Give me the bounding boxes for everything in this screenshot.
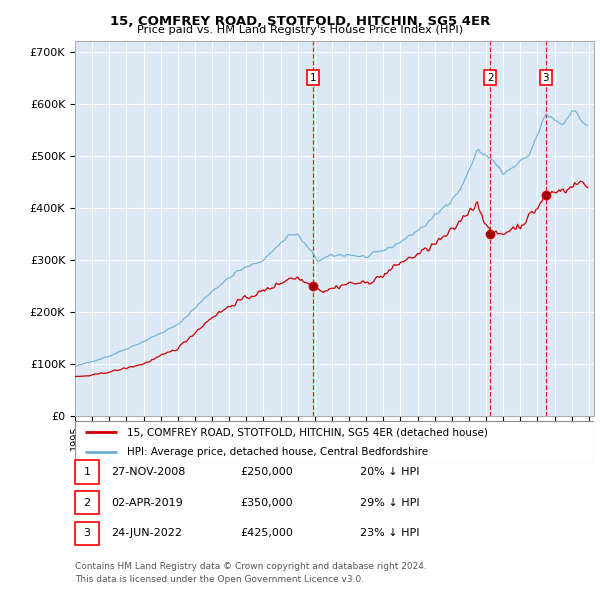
Text: £250,000: £250,000: [240, 467, 293, 477]
Text: 20% ↓ HPI: 20% ↓ HPI: [360, 467, 419, 477]
Text: This data is licensed under the Open Government Licence v3.0.: This data is licensed under the Open Gov…: [75, 575, 364, 584]
Text: 15, COMFREY ROAD, STOTFOLD, HITCHIN, SG5 4ER: 15, COMFREY ROAD, STOTFOLD, HITCHIN, SG5…: [110, 15, 490, 28]
Text: 15, COMFREY ROAD, STOTFOLD, HITCHIN, SG5 4ER (detached house): 15, COMFREY ROAD, STOTFOLD, HITCHIN, SG5…: [127, 427, 488, 437]
Text: 29% ↓ HPI: 29% ↓ HPI: [360, 498, 419, 507]
Text: 27-NOV-2008: 27-NOV-2008: [111, 467, 185, 477]
Text: 1: 1: [310, 73, 316, 83]
FancyBboxPatch shape: [75, 421, 594, 463]
Text: HPI: Average price, detached house, Central Bedfordshire: HPI: Average price, detached house, Cent…: [127, 447, 428, 457]
Text: 1: 1: [83, 467, 91, 477]
Text: 3: 3: [83, 529, 91, 538]
Text: Price paid vs. HM Land Registry's House Price Index (HPI): Price paid vs. HM Land Registry's House …: [137, 25, 463, 35]
Text: Contains HM Land Registry data © Crown copyright and database right 2024.: Contains HM Land Registry data © Crown c…: [75, 562, 427, 571]
Text: 02-APR-2019: 02-APR-2019: [111, 498, 183, 507]
Text: 3: 3: [542, 73, 549, 83]
Text: 24-JUN-2022: 24-JUN-2022: [111, 529, 182, 538]
Text: £350,000: £350,000: [240, 498, 293, 507]
Text: £425,000: £425,000: [240, 529, 293, 538]
Text: 2: 2: [487, 73, 494, 83]
Text: 23% ↓ HPI: 23% ↓ HPI: [360, 529, 419, 538]
Text: 2: 2: [83, 498, 91, 507]
